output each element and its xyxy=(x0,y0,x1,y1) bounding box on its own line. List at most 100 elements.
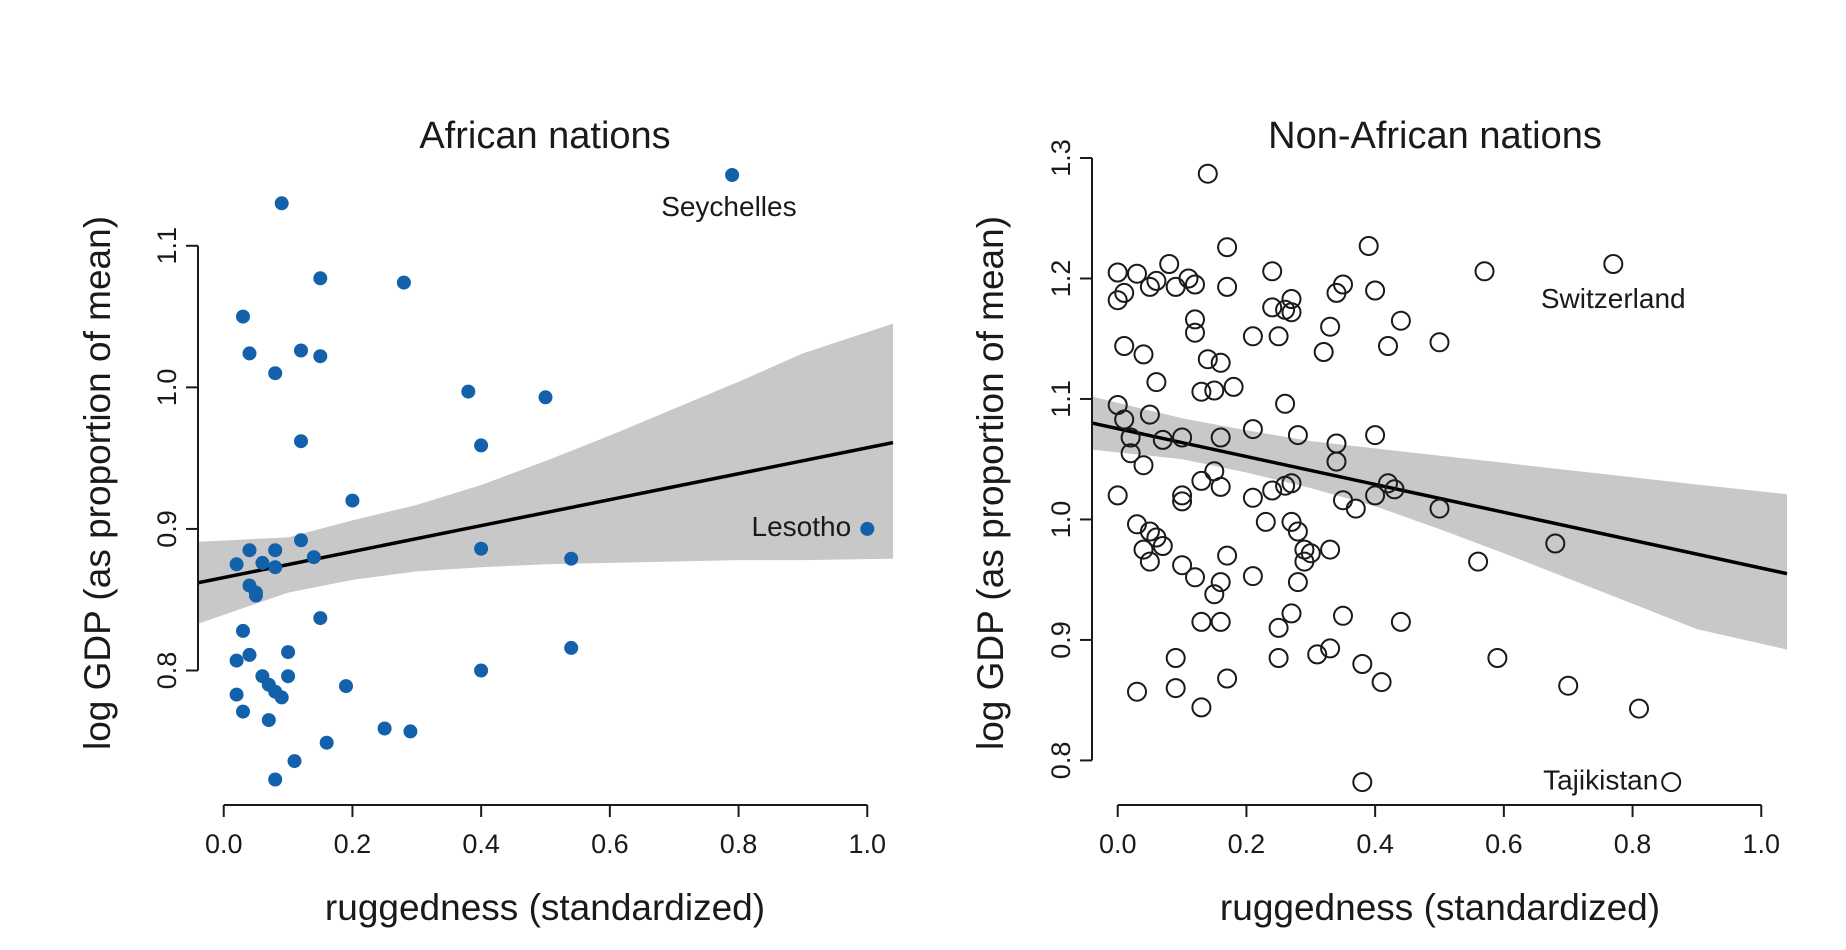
data-point xyxy=(1217,276,1238,297)
data-point xyxy=(860,521,875,536)
data-point xyxy=(1474,261,1495,282)
data-point xyxy=(1217,237,1238,258)
point-annotation: Lesotho xyxy=(752,511,852,542)
data-point xyxy=(564,551,579,566)
data-point xyxy=(1217,545,1238,566)
data-point xyxy=(274,690,289,705)
data-point xyxy=(1185,322,1205,343)
data-point xyxy=(1185,309,1205,330)
y-tick-label: 1.1 xyxy=(1046,380,1076,418)
y-tick-label: 0.9 xyxy=(152,510,182,548)
data-point xyxy=(538,390,553,405)
y-tick-label: 1.1 xyxy=(152,227,182,265)
data-point xyxy=(1146,372,1167,393)
data-point xyxy=(1326,282,1347,303)
x-tick-label: 1.0 xyxy=(1742,829,1780,859)
data-point xyxy=(1352,772,1373,793)
data-point xyxy=(1127,681,1147,702)
data-point xyxy=(1114,336,1135,356)
data-point xyxy=(1326,451,1347,472)
data-point xyxy=(1210,352,1231,373)
data-point xyxy=(1255,511,1276,532)
data-point xyxy=(1204,380,1225,401)
data-point xyxy=(1487,648,1508,668)
y-tick-label: 0.8 xyxy=(1046,742,1076,780)
data-point xyxy=(1358,236,1379,256)
confidence-band xyxy=(198,323,893,624)
data-point xyxy=(1223,376,1244,397)
data-point xyxy=(1172,427,1193,448)
data-point xyxy=(268,772,283,787)
data-point xyxy=(1242,566,1263,587)
data-point xyxy=(1165,276,1186,297)
data-point xyxy=(1152,429,1173,450)
data-point xyxy=(461,384,476,399)
data-point xyxy=(236,704,250,719)
data-point xyxy=(1545,533,1566,554)
data-point xyxy=(1165,678,1186,699)
data-point xyxy=(1320,316,1341,337)
data-point xyxy=(1210,611,1231,632)
data-point xyxy=(1307,644,1328,665)
data-point xyxy=(1152,536,1173,556)
data-point xyxy=(1107,485,1128,506)
data-point xyxy=(1210,572,1231,593)
data-point xyxy=(1275,393,1296,414)
data-point xyxy=(1268,617,1289,638)
data-point xyxy=(319,735,334,750)
x-tick-label: 0.6 xyxy=(591,829,629,859)
data-point xyxy=(1197,349,1218,370)
data-point xyxy=(294,434,308,449)
data-points xyxy=(229,168,875,787)
data-point xyxy=(1139,276,1160,297)
data-point xyxy=(1262,297,1283,318)
data-point xyxy=(1133,539,1154,560)
data-point xyxy=(1262,480,1283,501)
data-point xyxy=(1139,521,1160,542)
x-axis-label: ruggedness (standardized) xyxy=(1220,887,1660,928)
data-point xyxy=(1320,539,1341,560)
chart-title: African nations xyxy=(419,115,670,157)
data-point xyxy=(1268,326,1289,347)
x-tick-label: 0.2 xyxy=(1228,829,1266,859)
data-point xyxy=(1210,476,1231,497)
data-point xyxy=(1281,289,1302,309)
data-point xyxy=(474,541,489,556)
chart-title: Non-African nations xyxy=(1268,115,1602,157)
y-tick-label: 0.8 xyxy=(152,652,182,690)
data-point xyxy=(1384,479,1405,500)
data-point xyxy=(1217,668,1238,689)
data-point xyxy=(725,168,740,182)
data-point xyxy=(281,645,296,660)
data-point xyxy=(1172,491,1193,512)
data-point xyxy=(1365,425,1386,446)
data-point xyxy=(1197,163,1218,184)
data-point xyxy=(1345,498,1366,519)
data-point xyxy=(242,543,257,558)
data-point xyxy=(248,588,263,603)
data-point xyxy=(313,349,328,364)
data-point xyxy=(1114,409,1135,430)
data-point xyxy=(306,550,321,565)
data-point xyxy=(1107,290,1128,311)
data-point xyxy=(242,647,257,662)
data-point xyxy=(1191,381,1212,402)
data-point xyxy=(294,343,308,358)
data-point xyxy=(1352,654,1373,674)
data-point xyxy=(1114,282,1135,303)
x-tick-label: 0.4 xyxy=(462,829,500,859)
data-point xyxy=(1172,555,1193,576)
data-point xyxy=(474,663,489,678)
data-point xyxy=(1287,521,1308,542)
data-point xyxy=(274,196,289,211)
data-point xyxy=(1185,567,1205,588)
data-point xyxy=(1333,605,1353,626)
data-point xyxy=(1139,404,1160,425)
data-point xyxy=(242,346,257,361)
data-point xyxy=(1262,261,1283,282)
data-point xyxy=(1313,342,1334,362)
x-tick-label: 0.0 xyxy=(1099,829,1137,859)
data-point xyxy=(474,438,489,453)
data-point xyxy=(1191,470,1212,491)
y-tick-label: 1.3 xyxy=(1046,139,1076,177)
